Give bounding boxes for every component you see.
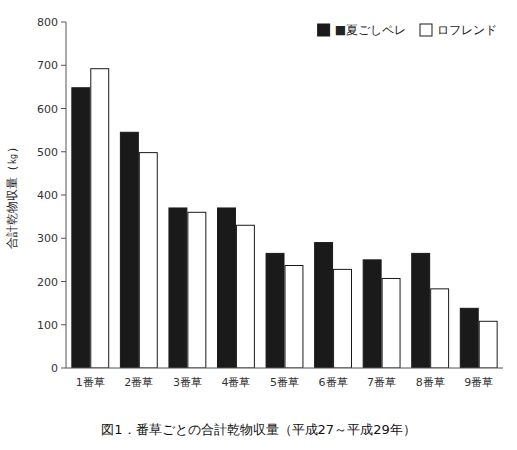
bar: [72, 88, 90, 368]
x-tick-label: 8番草: [416, 376, 445, 389]
legend-swatch: [318, 24, 330, 36]
bar: [169, 208, 187, 368]
y-tick: [61, 368, 66, 369]
y-tick-label: 200: [37, 276, 58, 289]
y-tick-label: 500: [37, 146, 58, 159]
x-tick-label: 6番草: [319, 376, 348, 389]
legend-swatch: [420, 24, 432, 36]
bar: [188, 212, 206, 368]
y-tick: [61, 324, 66, 325]
bar: [120, 132, 138, 368]
y-tick-label: 400: [37, 189, 58, 202]
y-axis: 0 100 200 300 400 500 600 700 800: [37, 16, 66, 375]
y-tick-label: 700: [37, 59, 58, 72]
y-tick: [61, 195, 66, 196]
y-tick: [61, 281, 66, 282]
bar: [236, 225, 254, 368]
x-tick-label: 7番草: [367, 376, 396, 389]
y-tick-label: 300: [37, 232, 58, 245]
bar: [382, 278, 400, 368]
y-tick-label: 600: [37, 103, 58, 116]
y-tick-label: 0: [51, 362, 58, 375]
bar: [334, 269, 352, 368]
bar: [266, 253, 284, 368]
legend-item: ■夏ごしペレ: [318, 23, 406, 37]
bars: [72, 69, 497, 368]
y-tick: [61, 65, 66, 66]
bar: [91, 69, 109, 368]
bar: [363, 260, 381, 368]
legend: ■夏ごしペレ ロフレンド: [318, 23, 497, 37]
bar: [315, 243, 333, 368]
x-tick-label: 4番草: [221, 376, 250, 389]
x-tick-label: 2番草: [124, 376, 153, 389]
x-tick-label: 3番草: [173, 376, 202, 389]
y-tick-label: 100: [37, 319, 58, 332]
y-axis-label: 合計乾物収量（㎏）: [5, 141, 19, 249]
bar: [218, 208, 236, 368]
caption: 図1．番草ごとの合計乾物収量（平成27～平成29年）: [101, 422, 415, 437]
x-tick-label: 9番草: [464, 376, 493, 389]
y-tick: [61, 108, 66, 109]
y-tick: [61, 151, 66, 152]
x-tick-label: 1番草: [76, 376, 105, 389]
x-tick-label: 5番草: [270, 376, 299, 389]
y-axis-line: [66, 22, 67, 368]
bar: [479, 321, 497, 368]
bar: [139, 153, 157, 368]
x-axis-line: [66, 368, 503, 369]
bar: [431, 289, 449, 368]
legend-label: ■夏ごしペレ: [335, 23, 406, 37]
bar: [412, 253, 430, 368]
y-tick: [61, 22, 66, 23]
bar: [285, 265, 303, 368]
y-tick-label: 800: [37, 16, 58, 29]
legend-label: ロフレンド: [437, 23, 497, 37]
chart: 0 100 200 300 400 500 600 700 800 1番草 2番草 3番草 4番草 5番草…: [0, 0, 517, 450]
bar: [460, 308, 478, 368]
y-tick: [61, 238, 66, 239]
legend-item: ロフレンド: [420, 23, 497, 37]
